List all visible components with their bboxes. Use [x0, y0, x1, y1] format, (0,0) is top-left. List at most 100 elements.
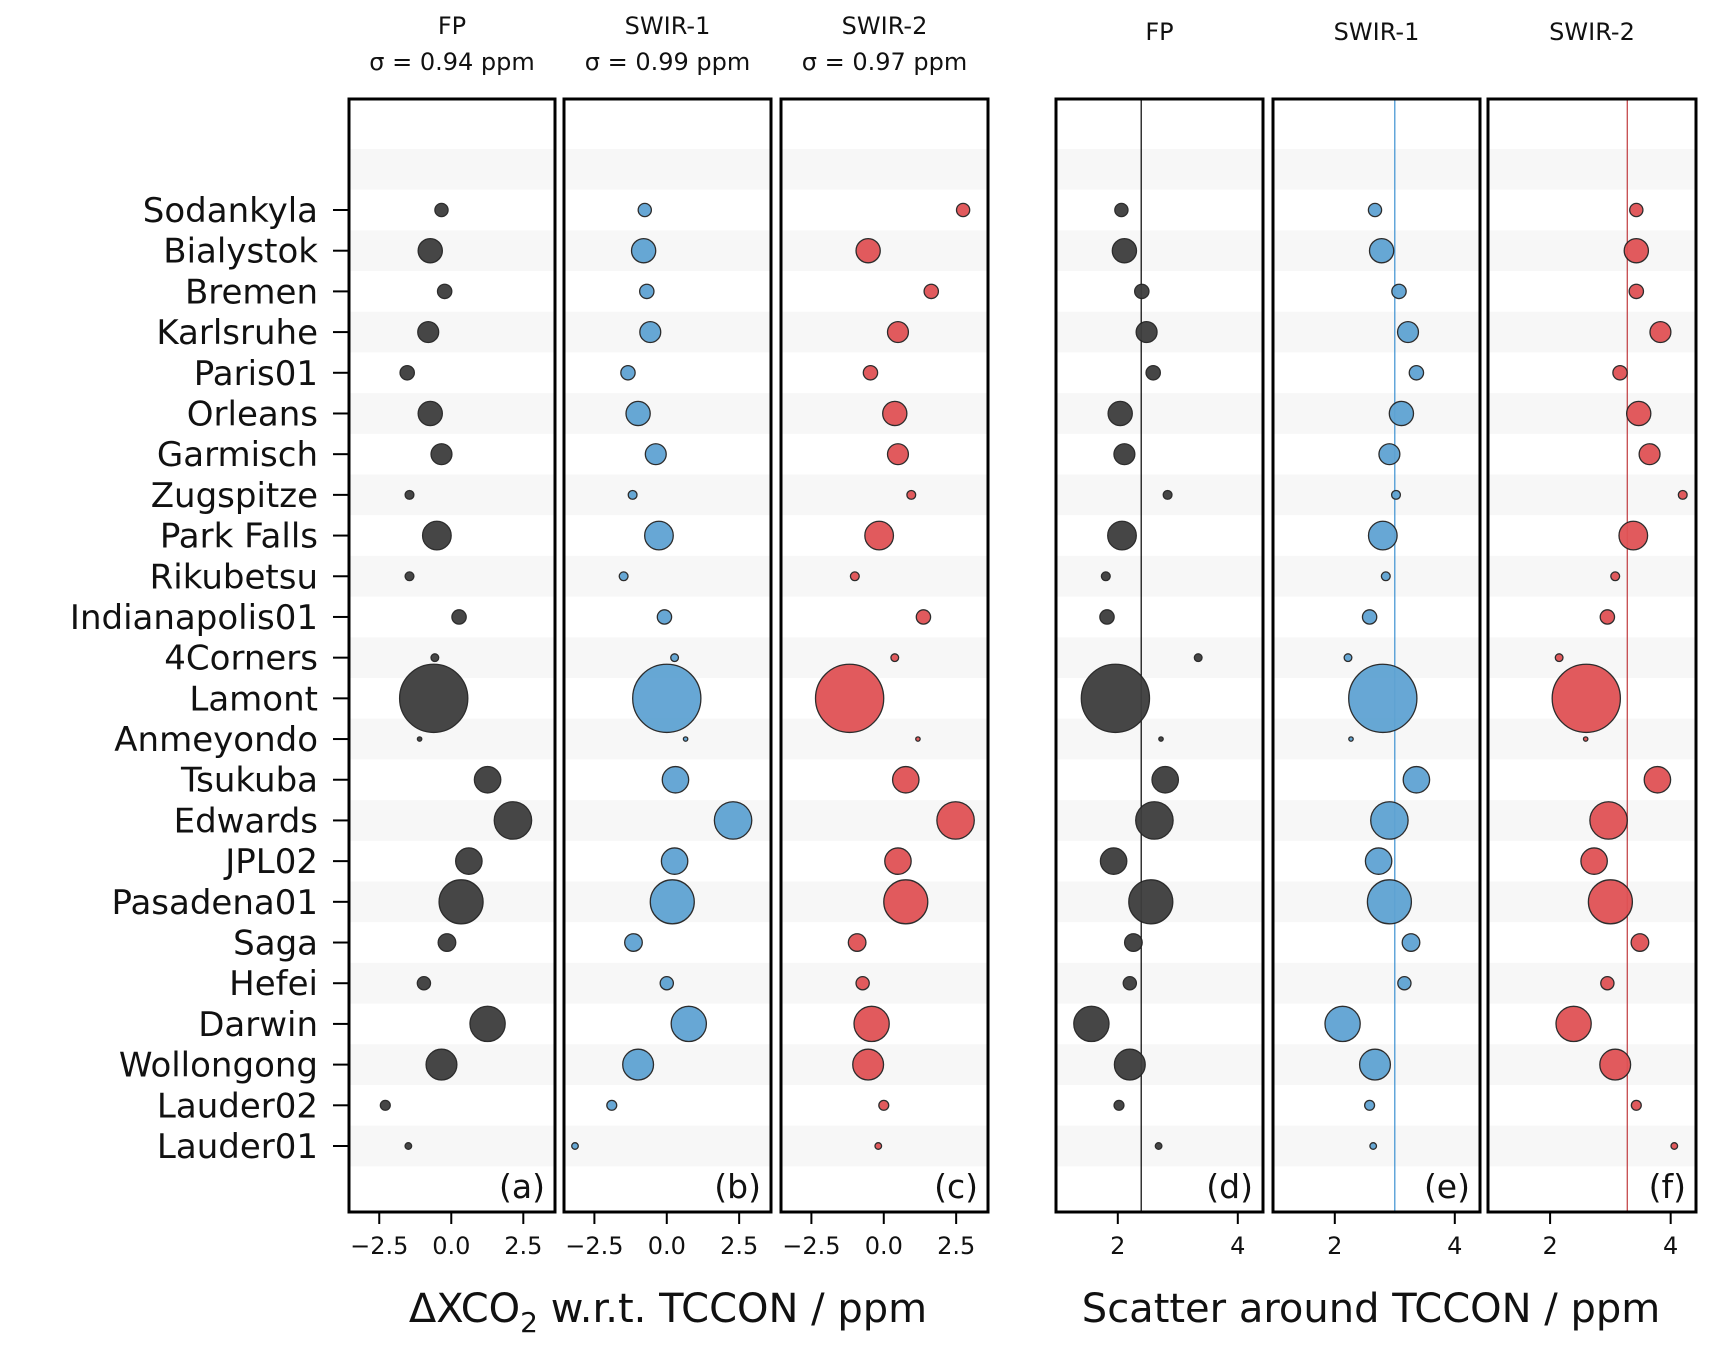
data-point	[644, 443, 667, 466]
station-label: Karlsruhe	[156, 313, 318, 353]
data-point	[417, 320, 440, 344]
data-point	[625, 400, 651, 427]
station-label: Lauder01	[157, 1127, 318, 1167]
data-point	[1107, 520, 1137, 551]
data-point	[1630, 933, 1650, 952]
data-point	[1151, 765, 1180, 794]
data-point	[1397, 975, 1412, 991]
data-point	[1551, 663, 1622, 734]
row-band	[1488, 230, 1696, 272]
row-band	[564, 230, 771, 272]
row-band	[1056, 637, 1263, 678]
data-point	[473, 765, 502, 794]
data-point	[1402, 765, 1431, 794]
row-band	[564, 555, 771, 597]
data-point	[1128, 879, 1174, 925]
data-point	[1618, 520, 1649, 551]
data-point	[469, 1005, 506, 1043]
panel-title: FP	[438, 12, 466, 40]
station-label: Orleans	[187, 394, 318, 434]
row-band	[781, 718, 988, 760]
row-band	[564, 474, 771, 516]
row-band	[781, 148, 988, 190]
data-point	[923, 283, 940, 300]
panel-f: (f) SWIR-2 2 4	[1486, 18, 1698, 1260]
data-point	[649, 879, 695, 925]
row-band	[1056, 474, 1263, 516]
panel-letter: (a)	[499, 1167, 545, 1206]
x-axis-label-left: ΔXCO2 w.r.t. TCCON / ppm	[409, 1286, 927, 1339]
data-point	[630, 237, 657, 264]
data-point	[1612, 364, 1628, 381]
panel-letter: (d)	[1206, 1167, 1253, 1206]
data-point	[1589, 801, 1628, 840]
data-point	[1162, 489, 1173, 500]
panel-d: (d) FP 2 4	[1054, 18, 1265, 1260]
panel-letter: (b)	[714, 1167, 761, 1206]
data-point	[624, 933, 643, 952]
station-label: Edwards	[174, 801, 318, 841]
data-point	[430, 653, 440, 663]
data-point	[627, 489, 638, 500]
data-point	[455, 847, 483, 875]
data-point	[1122, 975, 1138, 991]
data-point	[656, 609, 673, 625]
data-point	[886, 443, 910, 466]
row-band	[1056, 962, 1263, 1004]
x-axis-label-right: Scatter around TCCON / ppm	[1082, 1286, 1660, 1332]
data-point	[884, 847, 912, 875]
row-band	[349, 474, 555, 516]
row-band	[781, 962, 988, 1004]
panel-e: (e) SWIR-1 2 4	[1271, 18, 1482, 1260]
panel-letter: (f)	[1649, 1167, 1686, 1206]
row-band	[781, 311, 988, 353]
data-point	[1396, 320, 1420, 344]
data-point	[644, 520, 674, 551]
data-point	[1193, 653, 1203, 663]
x-tick-label: 4	[1230, 1232, 1245, 1260]
data-point	[1649, 320, 1672, 344]
data-point	[955, 202, 971, 218]
data-point	[639, 320, 662, 344]
row-band	[1273, 962, 1480, 1004]
data-point	[814, 663, 885, 734]
row-band	[349, 148, 555, 190]
data-point	[1107, 400, 1133, 427]
data-point	[1369, 1142, 1378, 1150]
data-point	[434, 202, 449, 218]
station-label: Sodankyla	[143, 191, 318, 231]
station-label: Paris01	[194, 354, 318, 394]
data-point	[1391, 283, 1407, 300]
data-point	[1367, 520, 1398, 551]
data-point	[425, 1048, 458, 1081]
data-point	[404, 1142, 413, 1150]
data-point	[661, 765, 690, 794]
data-point	[417, 400, 443, 427]
row-band	[1273, 393, 1480, 434]
data-point	[1580, 847, 1608, 875]
x-tick-label: 4	[1663, 1232, 1678, 1260]
panel-frame	[1486, 97, 1698, 1214]
station-labels: SodankylaBialystokBremenKarlsruheParis01…	[70, 191, 349, 1167]
data-point	[1638, 443, 1661, 466]
data-point	[438, 879, 484, 925]
row-band	[1488, 962, 1696, 1004]
data-point	[399, 364, 415, 381]
row-band	[1488, 555, 1696, 597]
data-point	[1073, 1005, 1110, 1043]
data-point	[1677, 489, 1688, 500]
station-label: Rikubetsu	[150, 557, 318, 597]
data-point	[906, 489, 917, 500]
data-point	[883, 879, 929, 925]
panel-subtitle: σ = 0.97 ppm	[802, 48, 968, 76]
data-point	[618, 571, 629, 582]
data-point	[1111, 237, 1138, 264]
panel-c: (c) SWIR-2 σ = 0.97 ppm −2.5 0.0 2.5	[779, 12, 990, 1260]
data-point	[1348, 736, 1354, 742]
x-tick-label: −2.5	[350, 1232, 408, 1260]
row-band	[1056, 555, 1263, 597]
data-point	[878, 1099, 890, 1111]
station-label: Lamont	[189, 679, 318, 719]
data-point	[1610, 571, 1621, 582]
station-label: Bremen	[185, 272, 318, 312]
